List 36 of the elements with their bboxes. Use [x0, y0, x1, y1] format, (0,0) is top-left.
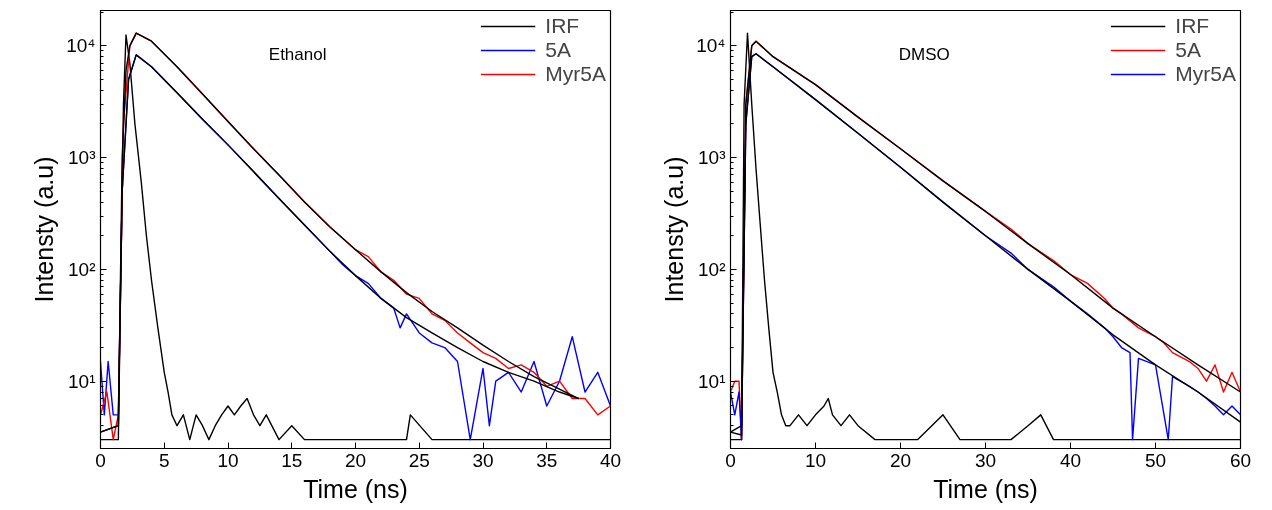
y-tick-label: 10³ [68, 147, 96, 169]
x-tick-label: 0 [95, 449, 106, 471]
x-tick-label: 0 [725, 449, 736, 471]
x-tick-label: 40 [1059, 449, 1082, 471]
x-axis-title: Time (ns) [303, 474, 408, 503]
y-tick-label: 10² [698, 258, 726, 280]
y-tick-label: 10⁴ [66, 35, 96, 57]
y-tick-label: 10¹ [68, 370, 96, 392]
x-tick-label: 10 [217, 449, 239, 471]
y-axis-title: Intensty (a.u) [660, 156, 689, 303]
x-tick-label: 10 [804, 449, 827, 471]
legend-label: IRF [545, 14, 580, 38]
x-tick-label: 5 [158, 449, 170, 471]
x-tick-label: 40 [599, 449, 622, 471]
y-tick-label: 10³ [698, 147, 726, 169]
x-tick-label: 35 [536, 449, 558, 471]
x-tick-label: 25 [408, 449, 430, 471]
annotation: DMSO [898, 44, 950, 64]
x-tick-label: 30 [472, 449, 494, 471]
y-tick-label: 10¹ [698, 370, 726, 392]
x-tick-label: 20 [889, 449, 912, 471]
legend-label: Myr5A [1175, 62, 1236, 86]
legend-label: 5A [1175, 38, 1201, 62]
y-tick-label: 10⁴ [696, 35, 726, 57]
x-tick-label: 60 [1229, 449, 1252, 471]
x-axis-title: Time (ns) [933, 474, 1038, 503]
y-tick-label: 10² [68, 258, 96, 280]
annotation: Ethanol [268, 44, 327, 64]
y-axis-title: Intensty (a.u) [30, 156, 59, 303]
x-tick-label: 50 [1144, 449, 1167, 471]
x-tick-label: 20 [344, 449, 367, 471]
legend-label: 5A [545, 38, 571, 62]
x-tick-label: 30 [974, 449, 997, 471]
legend-label: IRF [1175, 14, 1210, 38]
x-tick-label: 15 [281, 449, 303, 471]
legend-label: Myr5A [545, 62, 606, 86]
